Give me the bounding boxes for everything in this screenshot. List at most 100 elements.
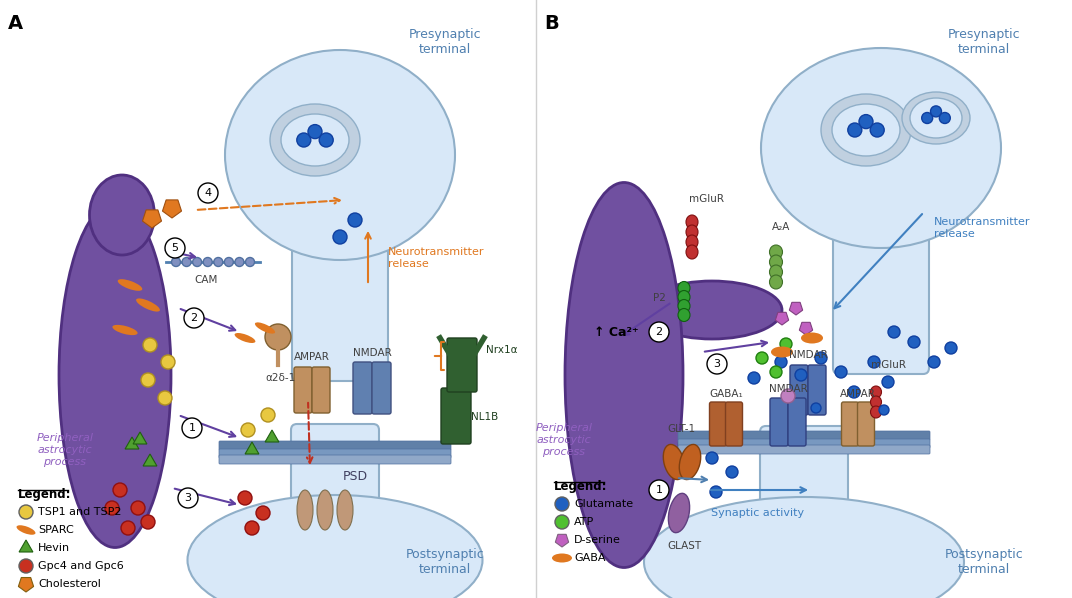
Text: Peripheral
astrocytic
process: Peripheral astrocytic process [36,434,93,466]
Polygon shape [125,437,139,449]
Circle shape [770,366,781,378]
Ellipse shape [270,104,360,176]
Ellipse shape [565,182,683,568]
Circle shape [256,506,270,520]
Text: GABA₁: GABA₁ [709,389,743,399]
Text: PSD: PSD [342,471,368,484]
Text: Presynaptic
terminal: Presynaptic terminal [948,28,1021,56]
Text: NMDAR: NMDAR [353,348,391,358]
Ellipse shape [821,94,911,166]
Circle shape [710,486,723,498]
Text: Neurotransmitter
release: Neurotransmitter release [388,247,485,269]
Text: Glutamate: Glutamate [574,499,634,509]
Ellipse shape [770,245,783,259]
Ellipse shape [770,255,783,269]
Ellipse shape [678,309,690,322]
Circle shape [555,515,569,529]
Text: AMPAR: AMPAR [294,352,330,362]
Ellipse shape [16,525,35,535]
Circle shape [172,258,180,267]
Text: Hevin: Hevin [38,543,70,553]
Text: 1: 1 [655,485,662,495]
Circle shape [868,356,880,368]
Ellipse shape [686,235,698,249]
Ellipse shape [118,279,143,291]
Polygon shape [18,578,33,592]
Circle shape [870,123,884,137]
FancyBboxPatch shape [726,402,743,446]
Circle shape [204,258,212,267]
FancyBboxPatch shape [447,338,477,392]
Polygon shape [163,200,181,218]
Circle shape [113,483,126,497]
Ellipse shape [225,50,455,260]
Text: Neurotransmitter
release: Neurotransmitter release [934,217,1030,239]
Ellipse shape [642,281,781,339]
Text: Peripheral
astrocytic
process: Peripheral astrocytic process [536,423,593,457]
Circle shape [781,389,795,403]
Polygon shape [555,535,568,547]
Text: CAM: CAM [194,275,218,285]
Ellipse shape [297,490,313,530]
Circle shape [198,183,218,203]
Circle shape [121,521,135,535]
Circle shape [213,258,223,267]
Text: Legend:: Legend: [554,480,608,493]
Text: mGluR: mGluR [689,194,725,204]
Circle shape [775,356,787,368]
Text: mGluR: mGluR [870,360,906,370]
Circle shape [928,356,940,368]
Ellipse shape [761,48,1001,248]
FancyBboxPatch shape [770,398,788,446]
Ellipse shape [770,265,783,279]
Text: NMDAR: NMDAR [789,350,828,360]
Ellipse shape [235,333,255,343]
Ellipse shape [317,490,333,530]
Circle shape [333,230,347,244]
Polygon shape [133,432,147,444]
Circle shape [922,112,933,124]
Ellipse shape [686,215,698,229]
Polygon shape [265,430,279,442]
Circle shape [708,354,727,374]
Circle shape [706,452,718,464]
Polygon shape [245,442,259,454]
Text: Postsynaptic
terminal: Postsynaptic terminal [944,548,1024,576]
FancyBboxPatch shape [678,431,930,440]
Circle shape [265,324,291,350]
Circle shape [245,258,254,267]
FancyBboxPatch shape [294,367,312,413]
Circle shape [888,326,900,338]
Text: TSP1 and TSP2: TSP1 and TSP2 [38,507,121,517]
Polygon shape [800,322,813,335]
Circle shape [726,466,738,478]
Text: 2: 2 [655,327,662,337]
Text: NMDAR: NMDAR [769,384,807,394]
Circle shape [238,491,252,505]
Text: ↑ Ca²⁺: ↑ Ca²⁺ [594,325,638,338]
Text: Postsynaptic
terminal: Postsynaptic terminal [405,548,485,576]
Ellipse shape [910,98,962,138]
Circle shape [235,258,244,267]
FancyBboxPatch shape [291,424,379,546]
Text: GABA: GABA [574,553,606,563]
Ellipse shape [680,444,701,480]
Circle shape [649,322,669,342]
Text: Synaptic activity: Synaptic activity [712,508,805,518]
Ellipse shape [870,406,881,418]
Circle shape [649,480,669,500]
FancyBboxPatch shape [790,365,808,415]
Text: D-serine: D-serine [574,535,621,545]
Circle shape [142,515,155,529]
Text: P2: P2 [653,293,666,303]
FancyBboxPatch shape [833,232,929,374]
Text: 5: 5 [172,243,179,253]
Circle shape [939,112,950,124]
Circle shape [158,391,172,405]
Polygon shape [789,303,803,315]
FancyBboxPatch shape [292,239,388,381]
Ellipse shape [686,225,698,239]
FancyBboxPatch shape [678,445,930,454]
FancyBboxPatch shape [372,362,391,414]
Text: 3: 3 [714,359,720,369]
